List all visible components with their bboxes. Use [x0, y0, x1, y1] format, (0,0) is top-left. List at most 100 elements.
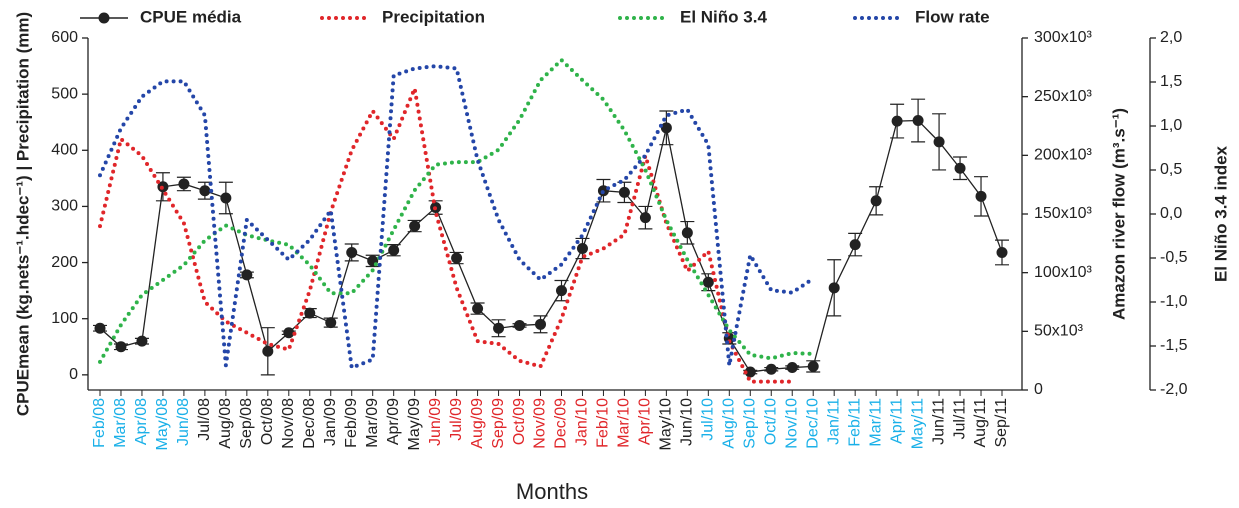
x-tick-label: May/10	[658, 398, 675, 451]
x-tick-label: Mar/11	[867, 398, 884, 447]
data-point	[115, 341, 127, 353]
x-tick-label: Sep/11	[993, 398, 1010, 448]
data-point	[409, 220, 421, 232]
data-point	[94, 322, 106, 334]
tick-label: -1,5	[1160, 337, 1188, 354]
series-line	[99, 119, 1003, 373]
x-tick-label: Sep/10	[741, 398, 758, 449]
series-line	[98, 81, 795, 384]
x-tick-label: Mar/09	[364, 398, 381, 448]
x-tick-label: Feb/08	[91, 398, 108, 448]
tick-label: 0	[1034, 381, 1043, 398]
x-tick-label: Dec/10	[804, 398, 821, 449]
data-point	[828, 282, 840, 294]
x-tick-label: Sep/08	[238, 398, 255, 449]
x-tick-label: Aug/08	[217, 398, 234, 449]
data-point	[493, 322, 505, 334]
data-point	[681, 227, 693, 239]
tick-label: 150x10³	[1034, 205, 1092, 222]
data-point	[912, 115, 924, 127]
tick-label: -1,0	[1160, 293, 1188, 310]
x-tick-label: Sep/09	[490, 398, 507, 449]
data-point	[178, 178, 190, 190]
legend-label: El Niño 3.4	[680, 7, 767, 26]
x-tick-label: Aug/10	[721, 398, 738, 449]
data-point	[388, 244, 400, 256]
tick-label: 250x10³	[1034, 88, 1092, 105]
x-tick-label: Aug/11	[972, 398, 989, 448]
tick-label: 400	[51, 141, 78, 158]
x-tick-label: Jul/10	[700, 398, 717, 441]
x-tick-label: Jun/10	[679, 398, 696, 446]
x-tick-label: Jan/09	[322, 398, 339, 446]
data-point	[325, 317, 337, 329]
data-point	[975, 190, 987, 202]
x-tick-label: May/09	[406, 398, 423, 451]
data-point	[870, 195, 882, 207]
x-tick-label: Aug/09	[469, 398, 486, 449]
x-tick-label: Feb/09	[343, 398, 360, 448]
data-point	[241, 269, 253, 281]
x-tick-label: Nov/08	[280, 398, 297, 449]
y2-axis-title: Amazon river flow (m³.s⁻¹)	[1109, 108, 1128, 320]
tick-label: 0	[69, 366, 78, 383]
data-point	[618, 186, 630, 198]
data-point	[933, 136, 945, 148]
tick-label: 1,5	[1160, 73, 1182, 90]
data-point	[451, 252, 463, 264]
tick-label: 600	[51, 29, 78, 46]
x-tick-label: Jan/11	[825, 398, 842, 445]
data-point	[576, 243, 588, 255]
series-line	[98, 64, 816, 371]
tick-label: 1,0	[1160, 117, 1182, 134]
tick-label: 0,0	[1160, 205, 1182, 222]
x-tick-label: Feb/10	[595, 398, 612, 448]
x-tick-label: May/08	[154, 398, 171, 451]
x-tick-label: Apr/08	[133, 398, 150, 445]
tick-label: 100	[51, 310, 78, 327]
legend-label: Precipitation	[382, 7, 485, 26]
legend-label: Flow rate	[915, 7, 990, 26]
x-tick-label: Nov/10	[783, 398, 800, 449]
x-tick-label: Oct/08	[259, 398, 276, 445]
series-line	[98, 57, 816, 364]
y-axis-title: CPUEmean (kg.nets⁻¹.hdec⁻¹) | Precipitat…	[13, 12, 32, 416]
x-tick-label: Apr/11	[888, 398, 905, 444]
tick-label: 50x10³	[1034, 323, 1084, 340]
x-tick-label: Jun/08	[175, 398, 192, 446]
data-point	[472, 303, 484, 315]
data-point	[786, 362, 798, 374]
x-tick-label: Apr/09	[385, 398, 402, 445]
data-point	[304, 307, 316, 319]
data-point	[136, 335, 148, 347]
x-tick-label: Jun/11	[930, 398, 947, 445]
x-tick-label: Jan/10	[574, 398, 591, 446]
x-tick-label: May/11	[909, 398, 926, 449]
y3-axis-title: El Niño 3.4 index	[1211, 145, 1230, 282]
tick-label: 300x10³	[1034, 29, 1092, 46]
data-point	[660, 122, 672, 134]
data-point	[702, 276, 714, 288]
x-tick-label: Nov/09	[532, 398, 549, 449]
x-tick-label: Mar/08	[112, 398, 129, 448]
legend-symbol	[98, 12, 110, 24]
tick-label: -2,0	[1160, 381, 1188, 398]
x-tick-label: Dec/09	[553, 398, 570, 449]
x-tick-label: Apr/10	[637, 398, 654, 445]
x-tick-label: Dec/08	[301, 398, 318, 449]
data-point	[891, 115, 903, 127]
x-tick-label: Mar/10	[616, 398, 633, 448]
x-tick-label: Jul/09	[448, 398, 465, 441]
data-point	[765, 363, 777, 375]
tick-label: 0,5	[1160, 161, 1182, 178]
data-point	[954, 162, 966, 174]
data-point	[535, 318, 547, 330]
data-point	[346, 246, 358, 258]
x-tick-label: Jul/11	[951, 398, 968, 440]
data-point	[262, 345, 274, 357]
data-point	[639, 212, 651, 224]
tick-label: 300	[51, 198, 78, 215]
tick-label: 200x10³	[1034, 147, 1092, 164]
